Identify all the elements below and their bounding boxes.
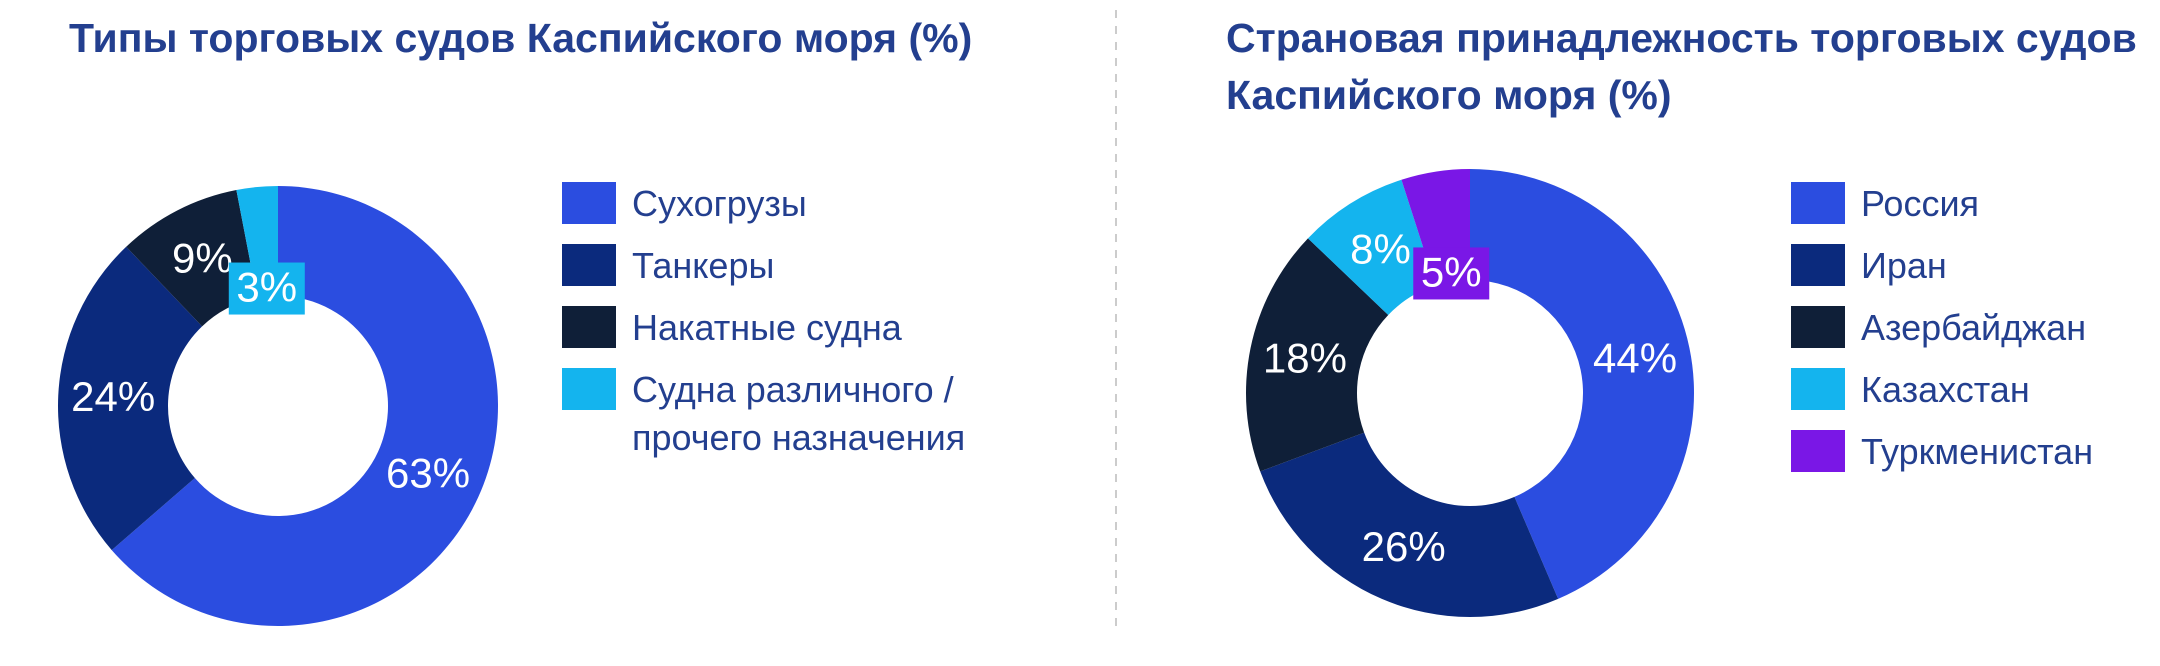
donut-slice [1246, 238, 1389, 472]
legend-item: Накатные судна [562, 304, 982, 352]
legend-label: Сухогрузы [632, 183, 807, 224]
donut-slice [111, 186, 498, 626]
legend-item: Азербайджан [1791, 304, 2151, 352]
legend-label: Россия [1861, 183, 1980, 224]
legend-swatch [1791, 306, 1845, 348]
legend-label: Азербайджан [1861, 307, 2087, 348]
donut-slice [58, 246, 203, 551]
legend-swatch [562, 368, 616, 410]
legend-item: Танкеры [562, 242, 982, 290]
legend-item: Туркменистан [1791, 428, 2151, 476]
label-bg [1413, 247, 1490, 300]
donut-slice [1307, 179, 1436, 315]
legend-item: Россия [1791, 180, 2151, 228]
value-label: 3% [236, 264, 297, 311]
value-label: 18% [1263, 334, 1347, 381]
legend-swatch [562, 244, 616, 286]
legend-label: Судна различного / прочего назначения [632, 369, 966, 458]
donut-slice [1260, 432, 1559, 617]
donut-slice [126, 189, 258, 327]
legend-label: Накатные судна [632, 307, 902, 348]
chart-title: Типы торговых судов Каспийского моря (%) [69, 15, 973, 61]
value-label: 24% [71, 373, 155, 420]
donut-slice [1470, 169, 1695, 599]
legend-label: Туркменистан [1861, 431, 2094, 472]
value-label: 8% [1350, 225, 1411, 272]
label-bg [228, 262, 305, 315]
legend-item: Сухогрузы [562, 180, 982, 228]
value-label: 44% [1593, 334, 1677, 381]
legend-swatch [562, 182, 616, 224]
value-label: 26% [1362, 523, 1446, 570]
legend-swatch [562, 306, 616, 348]
legend-label: Казахстан [1861, 369, 2030, 410]
legend-label: Танкеры [632, 245, 775, 286]
legend-label: Иран [1861, 245, 1947, 286]
value-label: 63% [386, 450, 470, 497]
legend-item: Иран [1791, 242, 2151, 290]
legend-swatch [1791, 430, 1845, 472]
chart-title: Страновая принадлежность торговых судов … [1226, 15, 2137, 118]
value-label: 5% [1421, 249, 1482, 296]
legend-swatch [1791, 368, 1845, 410]
legend-item: Судна различного / прочего назначения [562, 366, 982, 462]
legend-swatch [1791, 244, 1845, 286]
value-label: 9% [172, 234, 233, 281]
legend-swatch [1791, 182, 1845, 224]
legend-item: Казахстан [1791, 366, 2151, 414]
